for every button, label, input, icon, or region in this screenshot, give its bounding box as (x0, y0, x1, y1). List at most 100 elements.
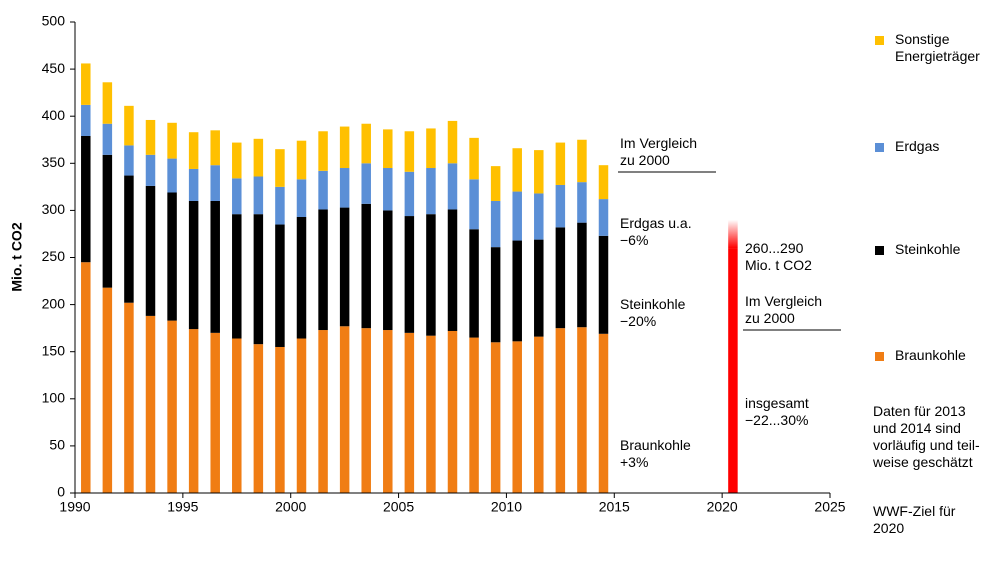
bar-segment (469, 179, 479, 230)
bar-segment (447, 120, 458, 164)
bar-segment (296, 179, 307, 217)
annotation: Erdgas u.a. −6% (620, 215, 692, 248)
bar-segment (210, 332, 220, 493)
bar-segment (145, 315, 156, 493)
bar-segment (210, 165, 220, 201)
y-tick-label: 300 (42, 201, 66, 217)
bar-segment (361, 203, 371, 329)
bar-segment (361, 163, 371, 204)
bar-segment (124, 145, 134, 176)
bar-segment (188, 168, 199, 201)
bar-segment (555, 184, 566, 228)
legend-label: Steinkohle (895, 241, 961, 257)
bar-segment (81, 104, 91, 136)
bar-segment (447, 330, 458, 493)
bar-segment (339, 326, 350, 493)
legend-swatch (875, 352, 884, 361)
bar-segment (577, 222, 587, 328)
bar-segment (447, 163, 458, 210)
bar-segment (296, 338, 307, 493)
annotation: Daten für 2013 und 2014 sind vorläufig u… (873, 403, 980, 470)
bar-segment (404, 171, 415, 217)
bar-segment (339, 168, 350, 208)
bar-segment (318, 170, 328, 210)
bar-segment (253, 344, 264, 493)
bar-segment (490, 342, 501, 493)
bar-segment (598, 199, 609, 236)
bar-segment (361, 123, 371, 164)
bar-segment (318, 330, 328, 493)
bar-segment (232, 142, 242, 179)
legend-swatch (875, 143, 884, 152)
bar-segment (534, 150, 544, 194)
bar-segment (469, 137, 479, 180)
bar-segment (404, 131, 415, 172)
bar-segment (383, 210, 393, 331)
bar-segment (512, 341, 522, 493)
bar-segment (81, 262, 91, 493)
bar-segment (490, 166, 501, 201)
bar-segment (339, 207, 350, 327)
legend-label: Erdgas (895, 138, 940, 154)
bar-segment (555, 227, 566, 329)
annotation: Im Vergleich zu 2000 (745, 293, 823, 326)
bar-segment (577, 327, 587, 493)
bar-segment (253, 138, 264, 177)
y-tick-label: 200 (42, 295, 66, 311)
bar-segment (167, 122, 177, 159)
annotation: Braunkohle +3% (620, 437, 691, 470)
bar-segment (232, 338, 242, 493)
bar-segment (534, 193, 544, 240)
bar-segment (426, 214, 436, 336)
bar-segment (81, 63, 91, 105)
legend-label: Braunkohle (895, 347, 966, 363)
x-tick-label: 1995 (167, 499, 198, 515)
bar-segment (383, 168, 393, 211)
x-tick-label: 1990 (59, 499, 90, 515)
bar-segment (188, 132, 199, 169)
bar-segment (598, 165, 609, 200)
x-tick-label: 2005 (383, 499, 414, 515)
bar-segment (318, 209, 328, 331)
annotation: 260...290 Mio. t CO2 (745, 240, 812, 273)
bar-segment (339, 126, 350, 169)
annotation: Steinkohle −20% (620, 296, 686, 329)
legend-swatch (875, 36, 884, 45)
y-tick-label: 0 (57, 484, 65, 500)
annotation: insgesamt −22...30% (745, 395, 809, 428)
bar-segment (296, 216, 307, 339)
legend-label: Sonstige Energieträger (895, 31, 980, 64)
bar-segment (145, 154, 156, 186)
bar-segment (296, 140, 307, 180)
bar-segment (145, 185, 156, 316)
y-tick-label: 450 (42, 60, 66, 76)
bar-segment (534, 239, 544, 337)
bar-segment (275, 149, 285, 187)
bar-segment (490, 200, 501, 248)
bar-segment (577, 139, 587, 183)
y-axis-label: Mio. t CO2 (9, 222, 25, 291)
bar-segment (275, 186, 285, 225)
annotation: Im Vergleich zu 2000 (620, 135, 698, 168)
bar-segment (534, 336, 544, 493)
target-range (728, 219, 738, 249)
bar-segment (145, 119, 156, 155)
x-tick-label: 2020 (707, 499, 738, 515)
annotation: WWF-Ziel für 2020 (873, 503, 956, 536)
bar-segment (167, 158, 177, 193)
legend-swatch (875, 246, 884, 255)
bar-segment (210, 200, 220, 333)
bar-segment (383, 330, 393, 493)
bar-segment (383, 129, 393, 169)
bar-segment (124, 302, 134, 493)
bar-segment (598, 235, 609, 334)
bar-segment (232, 178, 242, 215)
bar-segment (426, 168, 436, 215)
y-tick-label: 150 (42, 342, 66, 358)
y-tick-label: 250 (42, 248, 66, 264)
bar-segment (210, 130, 220, 166)
bar-segment (512, 191, 522, 241)
bar-segment (577, 182, 587, 223)
bar-segment (361, 328, 371, 493)
